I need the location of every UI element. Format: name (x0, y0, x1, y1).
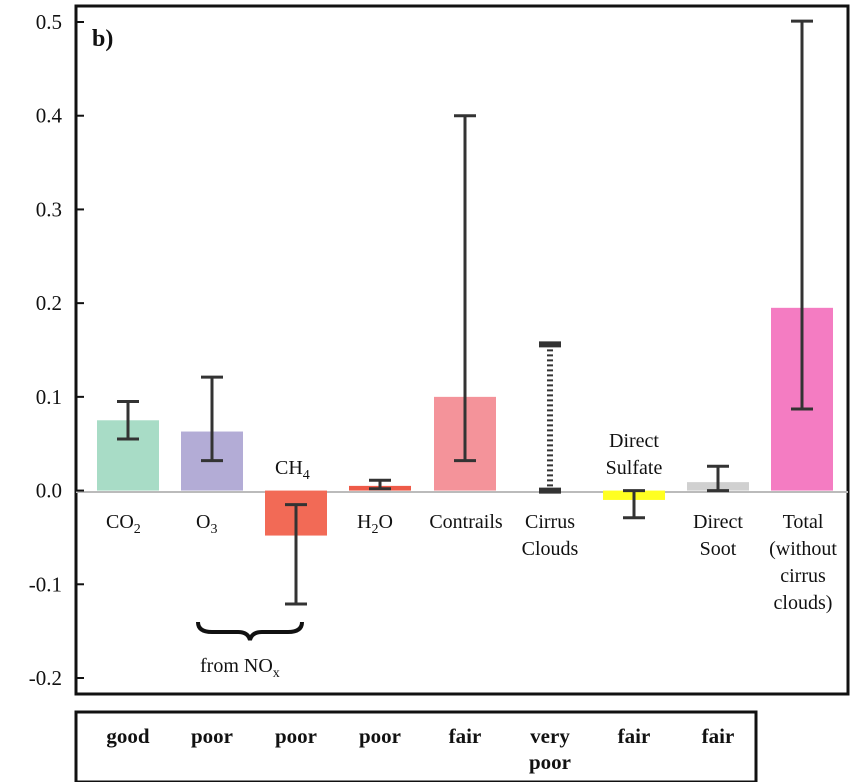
y-tick-label: 0.3 (36, 197, 62, 221)
label-cirrus-1: Cirrus (525, 511, 575, 533)
category-labels: CO2 O3 CH4 H2O Contrails Cirrus Clouds D… (106, 430, 837, 614)
label-total-1: Total (783, 511, 824, 533)
y-tick-label: 0.1 (36, 385, 62, 409)
label-o3: O3 (196, 511, 217, 537)
understanding-row: good poor poor poor fair very poor fair f… (106, 724, 734, 774)
label-cirrus-2: Clouds (522, 538, 579, 560)
y-tick-label: 0.5 (36, 10, 62, 34)
label-sulfate-2: Sulfate (606, 457, 663, 479)
understanding-cirrus: very poor (529, 724, 571, 774)
y-tick-label: -0.2 (29, 666, 62, 690)
understanding-sulfate: fair (618, 724, 651, 748)
label-soot-2: Soot (700, 538, 737, 560)
understanding-soot: fair (702, 724, 735, 748)
understanding-box (74, 710, 758, 782)
label-soot-1: Direct (693, 511, 743, 533)
understanding-co2: good (106, 724, 150, 748)
y-tick-label: 0.0 (36, 479, 62, 503)
y-tick-label: 0.2 (36, 291, 62, 315)
label-from-nox: from NOx (200, 655, 280, 681)
y-tick-label: 0.4 (36, 104, 63, 128)
nox-brace (196, 621, 304, 641)
y-axis: 0.5 0.4 0.3 0.2 0.1 0.0 -0.1 -0.2 (29, 10, 84, 690)
plot-frame (74, 4, 850, 696)
label-contrails: Contrails (429, 511, 503, 533)
y-tick-label: -0.1 (29, 572, 62, 596)
label-co2: CO2 (106, 511, 141, 537)
error-bars (117, 19, 813, 606)
understanding-h2o: poor (359, 724, 401, 748)
label-total-4: clouds) (774, 592, 833, 614)
label-sulfate-1: Direct (609, 430, 659, 452)
label-ch4: CH4 (275, 457, 310, 483)
panel-label: b) (92, 26, 113, 52)
label-total-3: cirrus (780, 565, 826, 587)
understanding-ch4: poor (275, 724, 317, 748)
understanding-contrails: fair (449, 724, 482, 748)
label-total-2: (without (769, 538, 837, 560)
label-h2o: H2O (357, 511, 393, 537)
understanding-o3: poor (191, 724, 233, 748)
